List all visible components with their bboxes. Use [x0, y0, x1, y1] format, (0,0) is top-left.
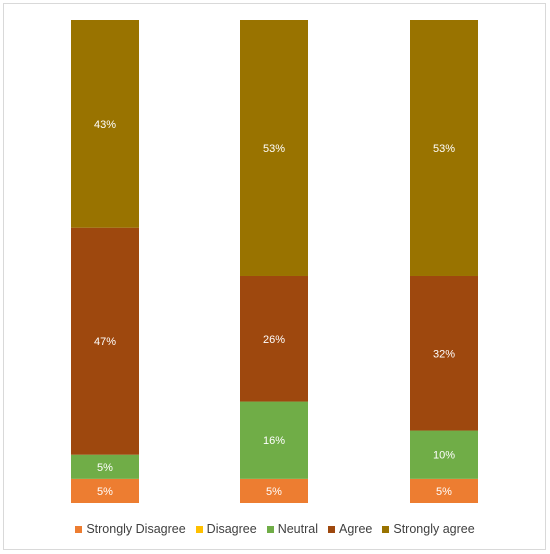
bar-segment-agree-1 — [71, 227, 139, 455]
legend-item-disagree: Disagree — [195, 522, 257, 536]
legend-item-strongly-agree: Strongly agree — [382, 522, 475, 536]
legend-swatch — [266, 525, 274, 533]
legend-swatch — [195, 525, 203, 533]
bar-segment-strongly-disagree-1 — [71, 478, 139, 503]
data-label-strongly-disagree-2: 5% — [266, 486, 282, 498]
data-label-strongly-agree-1: 43% — [94, 119, 116, 131]
chart-legend: Strongly Disagree Disagree Neutral Agree Str… — [0, 520, 550, 538]
legend-item-agree: Agree — [328, 522, 372, 536]
bar-segment-agree-3 — [410, 275, 478, 431]
data-label-strongly-agree-3: 53% — [433, 143, 455, 155]
bar-segment-neutral-1 — [71, 454, 139, 479]
bar-segment-neutral-2 — [240, 401, 308, 479]
legend-label: Agree — [339, 522, 373, 536]
data-label-strongly-disagree-3: 5% — [436, 486, 452, 498]
bar-segment-strongly-agree-2 — [240, 20, 308, 276]
bar-segment-strongly-disagree-3 — [410, 478, 478, 503]
bar-segment-strongly-agree-1 — [71, 20, 139, 228]
data-label-neutral-2: 16% — [263, 435, 285, 447]
data-label-strongly-disagree-1: 5% — [97, 486, 113, 498]
data-label-strongly-agree-2: 53% — [263, 143, 285, 155]
data-label-agree-3: 32% — [433, 348, 455, 360]
legend-swatch — [328, 525, 335, 533]
legend-item-neutral: Neutral — [266, 522, 318, 536]
legend-label: Strongly agree — [393, 522, 475, 536]
legend-item-strongly-disagree: Strongly Disagree — [75, 522, 186, 536]
bar-segment-strongly-disagree-2 — [240, 478, 308, 503]
legend-swatch — [75, 525, 83, 533]
data-label-agree-1: 47% — [94, 336, 116, 348]
bar-segment-strongly-agree-3 — [410, 20, 478, 276]
data-label-neutral-3: 10% — [433, 450, 455, 462]
legend-label: Strongly Disagree — [86, 522, 186, 536]
bar-segment-neutral-3 — [410, 430, 478, 479]
legend-label: Neutral — [277, 522, 318, 536]
data-label-neutral-1: 5% — [97, 462, 113, 474]
legend-label: Disagree — [206, 522, 257, 536]
data-label-agree-2: 26% — [263, 334, 285, 346]
bar-segment-agree-2 — [240, 275, 308, 402]
legend-swatch — [382, 525, 390, 533]
